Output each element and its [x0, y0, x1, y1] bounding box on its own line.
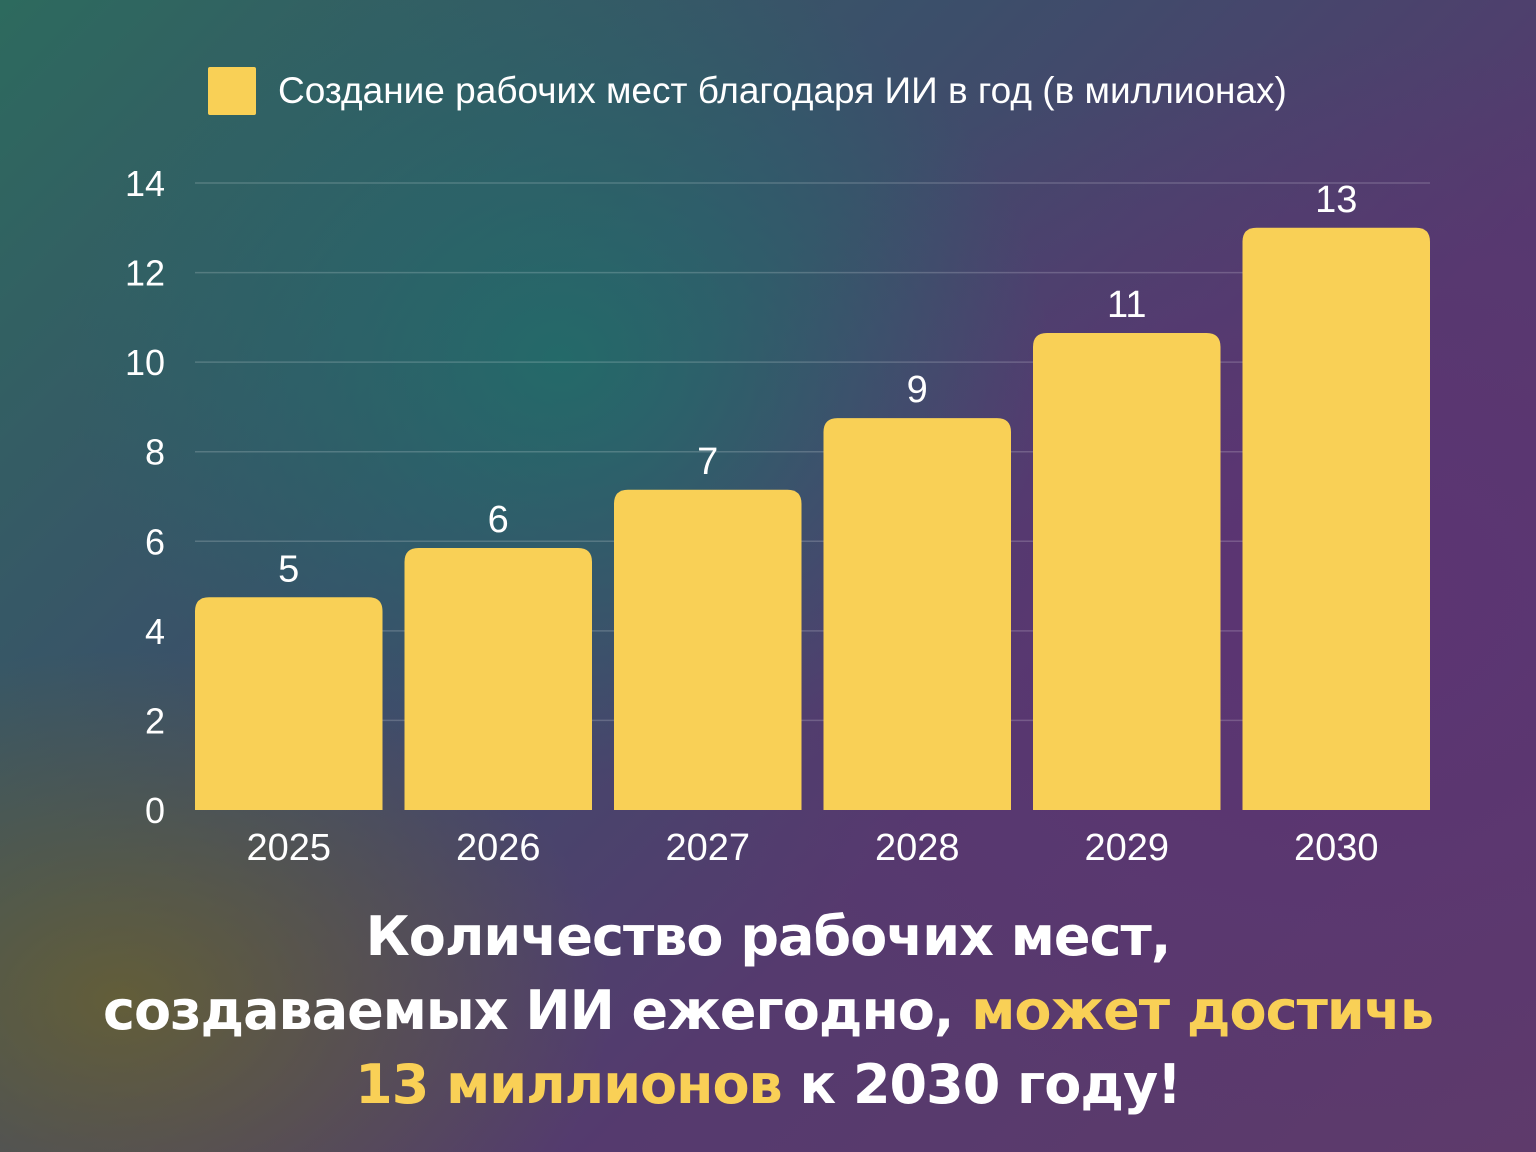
headline-line-1: Количество рабочих мест, [365, 905, 1172, 968]
data-label: 11 [1107, 284, 1146, 326]
bar [1033, 333, 1221, 810]
bar [1242, 227, 1430, 811]
y-tick-label: 8 [145, 432, 165, 473]
data-label: 13 [1315, 179, 1357, 221]
data-label: 7 [697, 441, 718, 483]
x-tick-label: 2026 [456, 827, 541, 869]
legend-swatch [208, 67, 256, 115]
bar [404, 548, 592, 810]
x-tick-label: 2029 [1084, 827, 1169, 869]
headline-line-2: создаваемых ИИ ежегодно, может достичь [103, 979, 1434, 1042]
y-tick-label: 10 [125, 342, 165, 383]
legend-label: Создание рабочих мест благодаря ИИ в год… [278, 70, 1287, 111]
data-label: 6 [488, 499, 509, 541]
chart-legend: Создание рабочих мест благодаря ИИ в год… [208, 66, 1287, 116]
y-tick-label: 0 [145, 790, 165, 831]
y-tick-label: 2 [145, 700, 165, 741]
y-tick-label: 14 [125, 163, 165, 204]
x-tick-label: 2030 [1294, 827, 1379, 869]
bar [195, 597, 383, 810]
data-label: 5 [278, 548, 299, 590]
y-tick-label: 12 [125, 253, 165, 294]
headline: Количество рабочих мест, создаваемых ИИ … [0, 900, 1536, 1122]
x-tick-label: 2028 [875, 827, 960, 869]
x-tick-label: 2025 [246, 827, 331, 869]
data-label: 9 [907, 369, 928, 411]
y-tick-label: 6 [145, 521, 165, 562]
y-tick-label: 4 [145, 611, 165, 652]
bar [614, 489, 802, 810]
bar [823, 418, 1011, 810]
bar-chart: 0 2 4 6 8 10 12 14 5 2025 6 2026 7 2027 9 2028 11 2029 13 2… [125, 163, 1430, 869]
headline-line-3: 13 миллионов к 2030 году! [355, 1053, 1182, 1116]
x-tick-label: 2027 [665, 827, 750, 869]
